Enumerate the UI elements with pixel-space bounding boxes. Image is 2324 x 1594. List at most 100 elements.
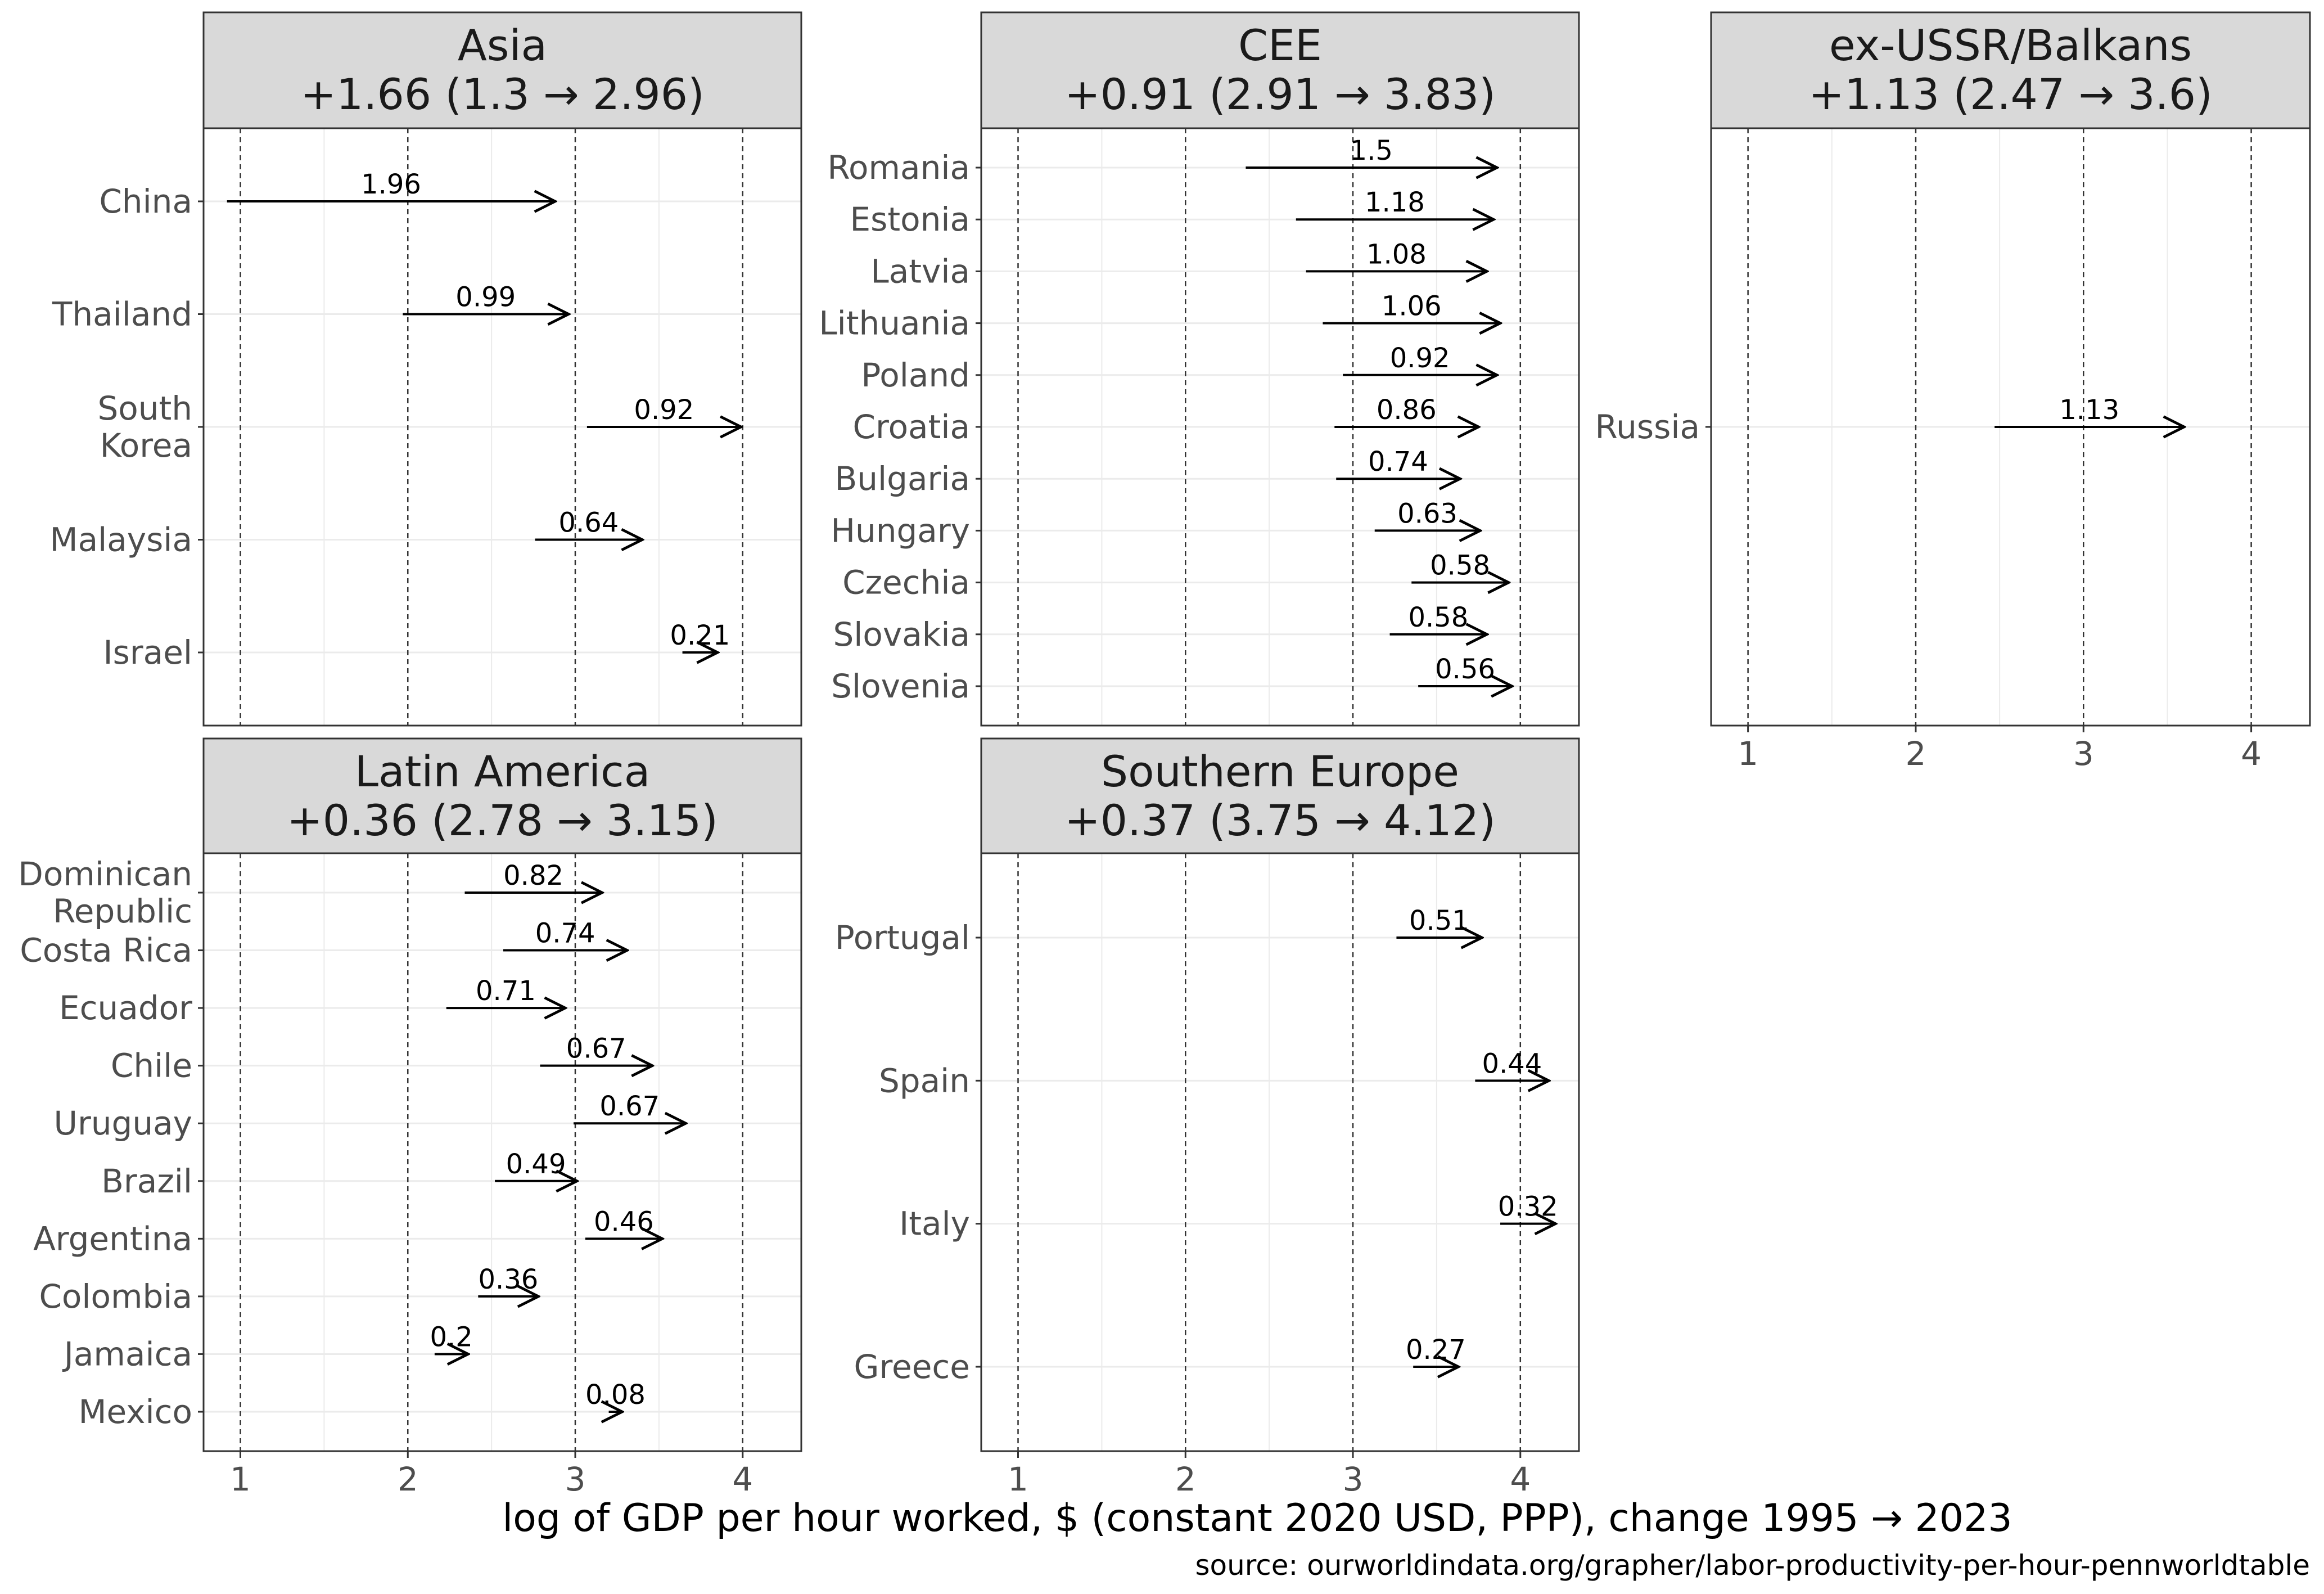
country-label: Thailand (52, 295, 192, 334)
country-label: Slovakia (833, 615, 970, 654)
facet-subtitle: +1.66 (1.3 → 2.96) (300, 69, 704, 119)
country-label: Chile (111, 1047, 192, 1085)
x-tick-label: 1 (230, 1460, 251, 1498)
country-label-line: Colombia (39, 1277, 192, 1316)
country-label-line: Lithuania (819, 304, 970, 343)
delta-label: 1.06 (1382, 291, 1442, 322)
facet-subtitle: +0.91 (2.91 → 3.83) (1064, 69, 1496, 119)
country-label-line: Greece (854, 1348, 970, 1386)
facet-panel-cee: CEE+0.91 (2.91 → 3.83) Romania 1.5 Estonia 1… (819, 11, 1580, 727)
country-label: China (99, 182, 192, 220)
country-label-line: Slovakia (833, 615, 970, 654)
panel-border (980, 852, 1580, 1452)
panel-background (981, 853, 1579, 1451)
source-caption: source: ourworldindata.org/grapher/labor… (1195, 1549, 2310, 1582)
country-label-line: Argentina (33, 1219, 192, 1258)
country-label-line: Uruguay (54, 1104, 193, 1142)
country-label: Portugal (835, 918, 970, 957)
facet-strip (202, 11, 802, 129)
delta-label: 1.5 (1350, 135, 1393, 166)
country-label-line: Chile (111, 1047, 192, 1085)
country-label: Lithuania (819, 304, 970, 343)
panel-border (202, 127, 802, 727)
facet-title: Asia (458, 20, 547, 70)
x-tick-label: 4 (2241, 735, 2262, 773)
country-label: Bulgaria (834, 460, 970, 498)
country-label: Latvia (870, 252, 970, 290)
country-label: Mexico (78, 1393, 192, 1431)
country-label: Brazil (101, 1162, 192, 1200)
country-label: Croatia (853, 408, 971, 446)
country-label-line: Poland (861, 356, 970, 394)
delta-label: 0.92 (634, 394, 694, 426)
facet-strip (980, 737, 1580, 854)
delta-label: 0.51 (1409, 905, 1469, 936)
country-label-line: Israel (103, 633, 192, 672)
country-label: Costa Rica (20, 931, 192, 970)
country-label: Romania (827, 148, 970, 187)
delta-label: 1.96 (361, 169, 421, 200)
country-label-line: Korea (100, 426, 192, 465)
country-label: Greece (854, 1348, 970, 1386)
panel-border (980, 127, 1580, 727)
country-label-line: Portugal (835, 918, 970, 957)
delta-label: 0.92 (1390, 343, 1450, 374)
country-label-line: Jamaica (62, 1335, 192, 1373)
country-label: Colombia (39, 1277, 192, 1316)
country-label-line: Italy (899, 1205, 970, 1243)
x-tick-label: 2 (1905, 735, 1926, 773)
country-label-line: China (99, 182, 192, 220)
country-label: Ecuador (59, 989, 192, 1027)
facet-title: ex-USSR/Balkans (1829, 20, 2192, 70)
delta-label: 0.86 (1377, 394, 1437, 426)
country-label: Uruguay (54, 1104, 193, 1142)
country-label-line: Hungary (831, 511, 970, 550)
x-axis-title: log of GDP per hour worked, $ (constant … (502, 1496, 2012, 1541)
delta-label: 0.63 (1397, 498, 1457, 529)
country-label-line: Romania (827, 148, 970, 187)
delta-label: 0.71 (476, 975, 536, 1007)
country-label: Poland (861, 356, 970, 394)
delta-label: 0.36 (478, 1264, 538, 1295)
delta-label: 0.08 (585, 1379, 646, 1411)
x-tick-label: 4 (1510, 1460, 1531, 1498)
country-label: Czechia (842, 564, 970, 602)
x-tick-label: 1 (1738, 735, 1758, 773)
facet-strip (202, 737, 802, 854)
facet-subtitle: +0.36 (2.78 → 3.15) (287, 795, 718, 845)
country-label: Jamaica (62, 1335, 192, 1373)
x-tick-label: 3 (2073, 735, 2094, 773)
delta-label: 0.67 (566, 1033, 626, 1065)
country-label: Hungary (831, 511, 970, 550)
country-label-line: Estonia (850, 200, 970, 238)
delta-label: 0.58 (1408, 602, 1468, 633)
delta-label: 0.74 (1368, 446, 1428, 478)
country-label: Spain (879, 1061, 970, 1100)
facet-title: Latin America (355, 746, 651, 796)
facet-panel-southern-europe: Southern Europe+0.37 (3.75 → 4.12) Portug… (835, 737, 1580, 1498)
facet-panel-ex-ussr-balkans: ex-USSR/Balkans+1.13 (2.47 → 3.6) Russia 1… (1595, 11, 2311, 773)
country-label-line: Costa Rica (20, 931, 192, 970)
panel-border (202, 852, 802, 1452)
delta-label: 0.27 (1406, 1334, 1466, 1366)
delta-label: 0.44 (1482, 1048, 1542, 1079)
delta-label: 1.13 (2059, 394, 2119, 426)
delta-label: 0.64 (558, 507, 619, 539)
facet-subtitle: +1.13 (2.47 → 3.6) (1808, 69, 2212, 119)
delta-label: 1.08 (1366, 238, 1427, 270)
country-label-line: Bulgaria (834, 460, 970, 498)
x-tick-label: 2 (1175, 1460, 1196, 1498)
country-label: South Korea (97, 389, 192, 465)
panel-border (1710, 127, 2311, 727)
delta-label: 0.82 (503, 860, 563, 891)
delta-label: 0.21 (670, 620, 730, 651)
country-label-line: Malaysia (50, 521, 192, 559)
delta-label: 0.32 (1498, 1191, 1558, 1223)
delta-label: 0.99 (455, 282, 516, 313)
country-label-line: Latvia (870, 252, 970, 290)
country-label-line: Croatia (853, 408, 971, 446)
delta-label: 1.18 (1365, 187, 1425, 218)
country-label: Russia (1595, 408, 1700, 446)
delta-label: 0.67 (599, 1091, 660, 1122)
